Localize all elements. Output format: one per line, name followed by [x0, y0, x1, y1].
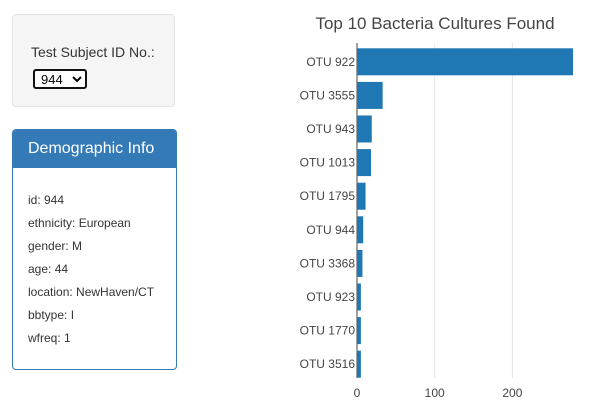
- x-tick-label: 200: [502, 386, 522, 400]
- y-tick-label: OTU 922: [306, 55, 355, 69]
- bar[interactable]: [357, 216, 364, 244]
- info-line-gender: gender: M: [28, 239, 83, 253]
- chart-bars: [357, 48, 573, 378]
- top-bacteria-bar-chart: Top 10 Bacteria Cultures Found OTU 922OT…: [300, 14, 573, 400]
- y-tick-label: OTU 944: [306, 223, 355, 237]
- chart-x-labels: 0 100 200: [354, 386, 523, 400]
- bar[interactable]: [357, 317, 361, 345]
- demographic-info-panel: Demographic Info id: 944 ethnicity: Euro…: [12, 129, 177, 370]
- info-line-location: location: NewHaven/CT: [28, 285, 155, 299]
- demographic-info-body: id: 944 ethnicity: European gender: M ag…: [13, 168, 176, 354]
- bar[interactable]: [357, 350, 361, 378]
- y-tick-label: OTU 1795: [300, 189, 356, 203]
- y-tick-label: OTU 943: [306, 122, 355, 136]
- bar[interactable]: [357, 149, 371, 177]
- demographic-info-heading: Demographic Info: [13, 130, 176, 168]
- x-tick-label: 100: [425, 386, 445, 400]
- y-tick-label: OTU 3516: [300, 357, 356, 371]
- y-tick-label: OTU 3368: [300, 256, 356, 270]
- info-line-age: age: 44: [28, 262, 69, 276]
- subject-id-label: Test Subject ID No.:: [31, 44, 155, 60]
- bar[interactable]: [357, 182, 366, 210]
- bar[interactable]: [357, 283, 361, 311]
- y-tick-label: OTU 3555: [300, 88, 356, 102]
- y-tick-label: OTU 1770: [300, 324, 356, 338]
- y-tick-label: OTU 1013: [300, 156, 356, 170]
- info-line-bbtype: bbtype: I: [28, 308, 75, 322]
- info-line-wfreq: wfreq: 1: [28, 331, 71, 345]
- bar[interactable]: [357, 48, 573, 76]
- bar[interactable]: [357, 115, 372, 143]
- chart-y-labels: OTU 922 OTU 3555 OTU 943 OTU 1013 OTU 1795 OT…: [300, 55, 356, 371]
- bar[interactable]: [357, 81, 383, 109]
- x-tick-label: 0: [354, 386, 361, 400]
- subject-id-select[interactable]: 944: [33, 69, 87, 89]
- info-line-ethnicity: ethnicity: European: [28, 216, 131, 230]
- info-line-id: id: 944: [28, 193, 65, 207]
- bar[interactable]: [357, 249, 363, 277]
- subject-selector-well: Test Subject ID No.: 944: [12, 14, 175, 107]
- y-tick-label: OTU 923: [306, 290, 355, 304]
- chart-title: Top 10 Bacteria Cultures Found: [315, 14, 554, 33]
